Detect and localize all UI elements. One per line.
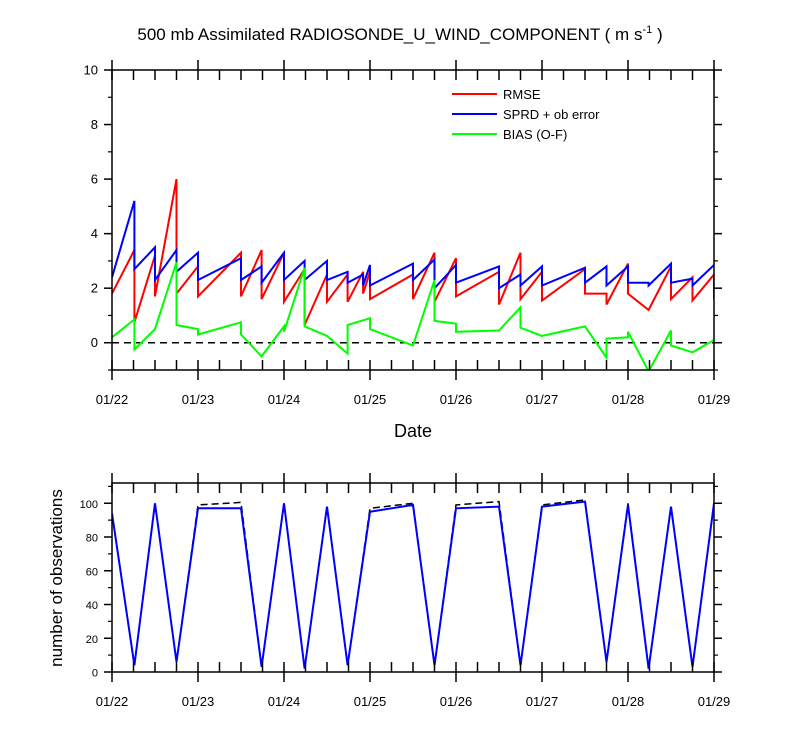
bottom-y-tick-label: 100 [80,499,98,511]
bottom-x-tick-label: 01/23 [182,694,215,709]
bottom-x-tick-label: 01/27 [526,694,559,709]
legend-label: SPRD + ob error [503,107,600,122]
top-axes-group: 01/22 01/23 01/24 01/25 01/26 01/27 01/28 01/29… [84,60,731,407]
top-y-tick-label: 10 [84,63,98,78]
bottom-x-tick-label: 01/28 [612,694,645,709]
top-x-tick-label: 01/24 [268,392,301,407]
bottom-x-tick-label: 01/26 [440,694,473,709]
title-main: 500 mb Assimilated RADIOSONDE_U_WIND_COM… [137,25,642,44]
bottom-x-tick-label: 01/29 [698,694,731,709]
bottom-x-tick-label: 01/24 [268,694,301,709]
legend-label: RMSE [503,87,541,102]
bottom-x-tick-label: 01/25 [354,694,387,709]
top-x-tick-label: 01/28 [612,392,645,407]
legend: RMSE SPRD + ob error BIAS (O-F) [452,87,600,142]
top-x-tick-label: 01/22 [96,392,129,407]
top-series-sprd-ob-error [112,200,714,291]
top-y-tick-label: 8 [91,117,98,132]
title-close: ) [652,25,662,44]
top-y-tick-label: 2 [91,281,98,296]
bottom-y-tick-label: 60 [86,566,98,578]
top-series-rmse [112,178,714,326]
bottom-y-tick-label: 0 [92,668,98,680]
top-x-axis-label: Date [394,421,432,441]
bottom-axes-group: 01/22 01/23 01/24 01/25 01/26 01/27 01/28 01/29… [80,473,731,709]
top-x-tick-label: 01/26 [440,392,473,407]
bottom-y-tick-label: 20 [86,634,98,646]
top-series-bias-o-f [112,261,714,370]
top-x-tick-label: 01/23 [182,392,215,407]
top-y-tick-label: 4 [91,226,98,241]
top-y-tick-label: 0 [91,335,98,350]
top-series-group [112,178,714,370]
top-plot-frame [111,69,715,371]
top-x-tick-label: 01/25 [354,392,387,407]
bottom-y-axis-label: number of observations [47,489,66,667]
figure-title: 500 mb Assimilated RADIOSONDE_U_WIND_COM… [137,24,662,44]
bottom-series-obs-assimilated [112,500,714,669]
bottom-y-tick-label: 80 [86,533,98,545]
top-y-tick-label: 6 [91,172,98,187]
legend-label: BIAS (O-F) [503,127,567,142]
bottom-series-obs-possible [112,499,714,669]
title-superscript: -1 [642,24,652,36]
bottom-x-tick-label: 01/22 [96,694,129,709]
top-x-tick-label: 01/29 [698,392,731,407]
bottom-series-group [112,499,714,669]
bottom-y-tick-label: 40 [86,600,98,612]
top-x-tick-label: 01/27 [526,392,559,407]
